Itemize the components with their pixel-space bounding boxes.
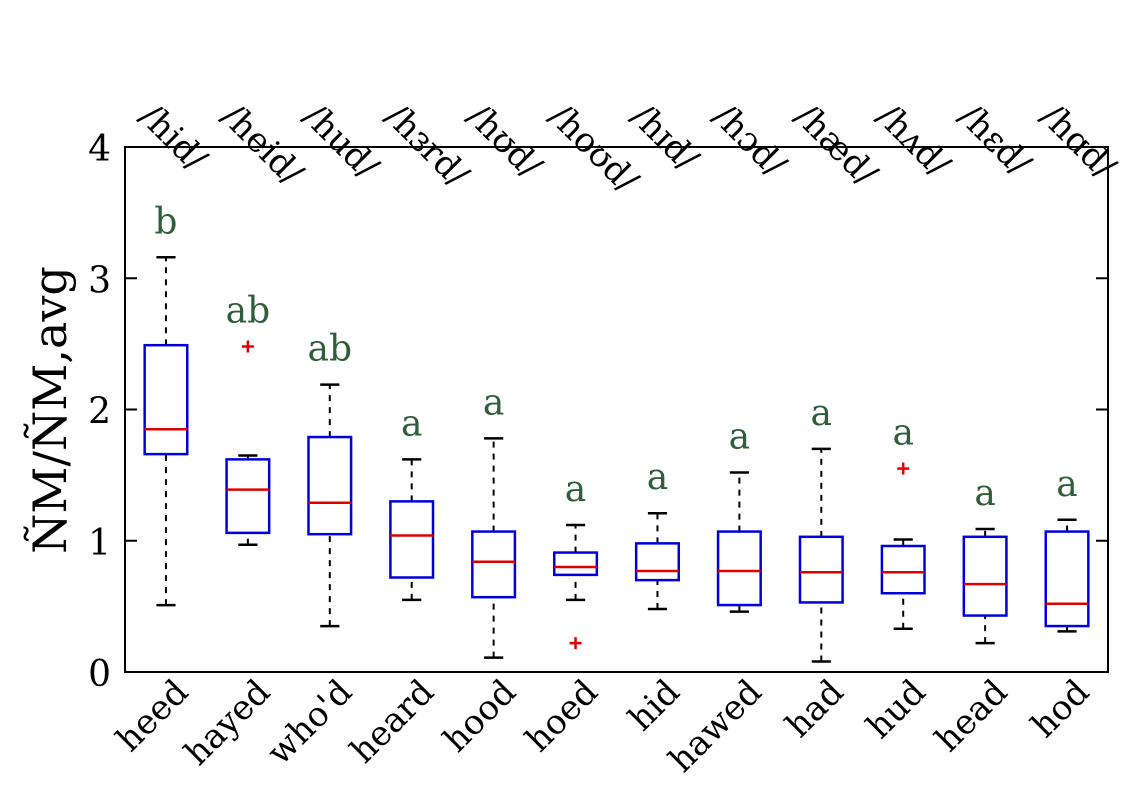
group-letter: a <box>892 413 913 454</box>
iqr-box <box>227 459 270 533</box>
y-tick-label: 0 <box>88 654 111 695</box>
group-letter: a <box>565 469 586 510</box>
x-tick-label: hod <box>1024 672 1098 746</box>
y-tick-label: 2 <box>88 392 111 433</box>
group-letter: ab <box>226 291 271 332</box>
group-letter: a <box>647 457 668 498</box>
iqr-box <box>1046 532 1089 627</box>
plot-axes: 0 1 2 3 4 <box>88 129 1108 695</box>
x-tick-label: hood <box>436 672 524 760</box>
iqr-box <box>554 553 597 575</box>
group-letter: a <box>1056 464 1077 505</box>
group-letter: a <box>811 393 832 434</box>
ipa-label: /hid/ <box>132 96 215 179</box>
box-hood: a <box>472 382 515 657</box>
outlier-marker <box>570 637 582 649</box>
box-hod: a <box>1046 464 1089 632</box>
iqr-box <box>800 537 843 603</box>
group-letter: a <box>483 382 504 423</box>
iqr-box <box>718 532 761 606</box>
group-letter: a <box>729 417 750 458</box>
plot-frame <box>125 147 1108 672</box>
x-tick-label: heard <box>343 672 442 771</box>
group-letter: ab <box>308 329 353 370</box>
box-hid: a <box>636 457 679 609</box>
x-tick-label: hayed <box>177 672 278 773</box>
ipa-label: /hɛd/ <box>951 96 1039 184</box>
iqr-box <box>472 532 515 598</box>
ipa-label: /hɑd/ <box>1033 96 1124 187</box>
x-tick-label: hid <box>621 672 688 739</box>
x-tick-label: who'd <box>259 672 360 773</box>
box-hayed: ab <box>226 291 271 545</box>
ipa-label: /hɔd/ <box>705 96 794 185</box>
box-hud: a <box>882 413 925 629</box>
box-head: a <box>964 473 1007 643</box>
x-tick-label: hawed <box>661 672 769 780</box>
ipa-label: /hud/ <box>295 96 386 187</box>
outlier-marker <box>242 341 254 353</box>
y-tick-label: 4 <box>88 129 111 170</box>
x-tick-label: head <box>928 672 1016 760</box>
iqr-box <box>964 537 1007 616</box>
ipa-label-group: /hid//heid//hud//hɜrd//hʊd//hoʊd//hɪd//h… <box>132 96 1124 201</box>
group-letter: a <box>974 473 995 514</box>
iqr-box <box>308 437 351 534</box>
ipa-label: /hoʊd/ <box>541 96 646 201</box>
box-whod: ab <box>308 329 353 627</box>
iqr-box <box>145 345 188 454</box>
outlier-marker <box>897 463 909 475</box>
box-had: a <box>800 393 843 662</box>
ipa-label: /hæd/ <box>787 96 885 194</box>
x-tick-label: hoed <box>518 672 606 760</box>
y-tick-label: 1 <box>88 523 111 564</box>
ipa-label: /hʊd/ <box>459 96 550 187</box>
iqr-box <box>882 546 925 593</box>
iqr-box <box>636 543 679 580</box>
box-hoed: a <box>554 469 597 649</box>
y-axis-label: ÑM/ÑM,avg <box>23 266 77 554</box>
ipa-label: /hʌd/ <box>869 96 958 185</box>
box-hawed: a <box>718 417 761 612</box>
y-tick-label: 3 <box>88 260 111 301</box>
iqr-box <box>390 501 433 577</box>
x-tick-label: hud <box>859 672 934 747</box>
ipa-label: /heid/ <box>214 96 312 194</box>
group-letter: a <box>401 403 422 444</box>
group-letter: b <box>154 201 177 242</box>
ipa-label: /hɜrd/ <box>377 96 476 195</box>
x-tick-label: had <box>778 672 851 745</box>
box-heard: a <box>390 403 433 599</box>
box-heed: b <box>145 201 188 605</box>
